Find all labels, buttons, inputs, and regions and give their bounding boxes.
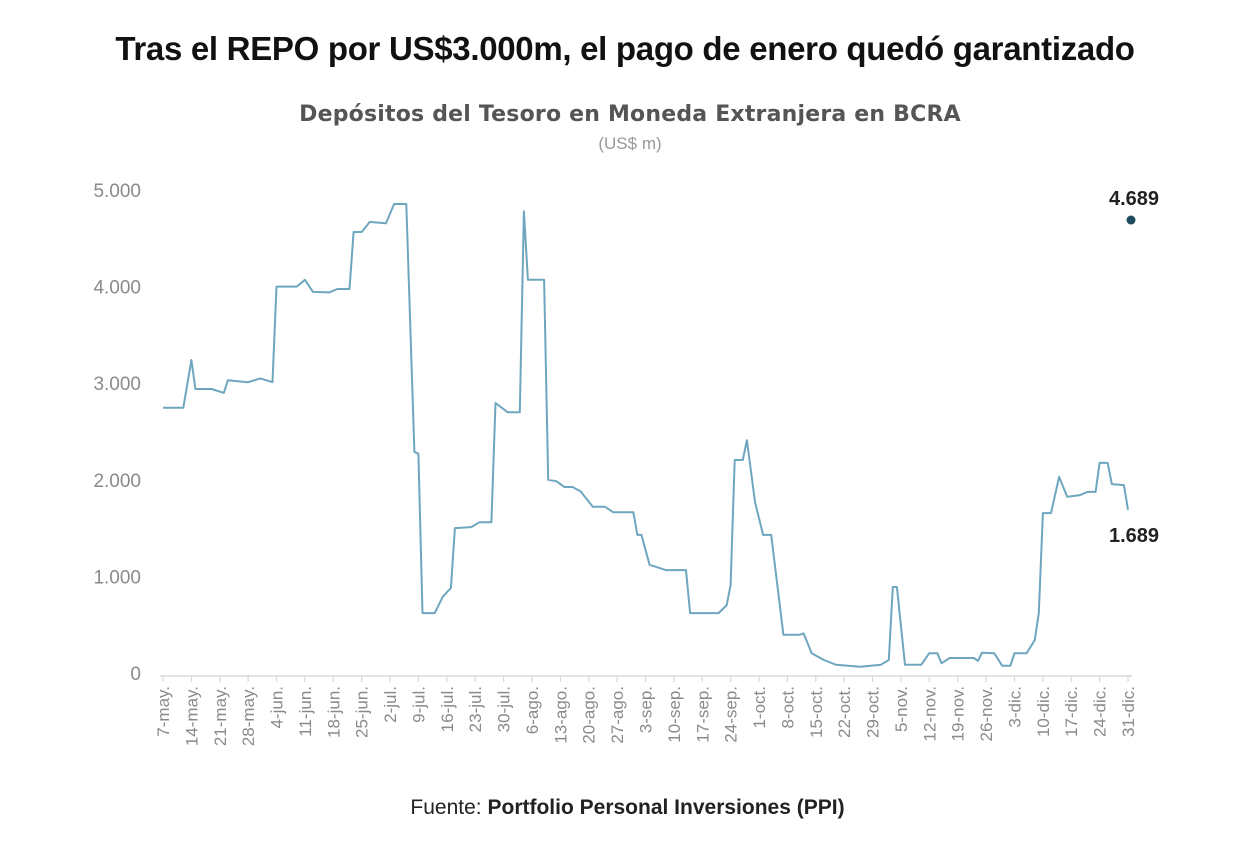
x-tick-label: 14-may. [182,686,201,746]
x-tick-label: 10-dic. [1034,686,1053,737]
x-tick-label: 2-jul. [381,686,400,723]
x-tick-label: 17-dic. [1062,686,1081,737]
x-tick-label: 3-dic. [1005,686,1024,728]
chart-subtitle: (US$ m) [598,134,662,153]
data-point [1126,215,1136,225]
x-tick-label: 6-ago. [523,686,542,734]
x-tick-label: 24-sep. [722,686,741,743]
x-tick-label: 9-jul. [409,686,428,723]
x-tick-label: 19-nov. [949,686,968,741]
source-prefix: Fuente: [410,796,488,819]
x-tick-label: 26-nov. [977,686,996,741]
source-name: Portfolio Personal Inversiones (PPI) [487,796,845,819]
y-tick-label: 1.000 [93,567,141,588]
x-tick-label: 16-jul. [438,686,457,732]
y-tick-label: 5.000 [93,181,141,202]
headline: Tras el REPO por US$3.000m, el pago de e… [115,30,1135,67]
x-tick-label: 28-may. [239,686,258,746]
source-note: Fuente: Portfolio Personal Inversiones (… [0,796,1250,820]
x-tick-label: 25-jun. [353,686,372,738]
x-tick-label: 23-jul. [466,686,485,732]
x-tick-label: 1-oct. [750,686,769,729]
series-line [163,203,1129,668]
y-tick-label: 3.000 [93,374,141,395]
x-tick-label: 3-sep. [637,686,656,733]
x-tick-label: 27-ago. [608,686,627,744]
y-tick-label: 2.000 [93,471,141,492]
data-label: 1.689 [1109,525,1159,547]
x-tick-label: 20-ago. [580,686,599,744]
chart-title: Depósitos del Tesoro en Moneda Extranjer… [299,102,961,127]
x-tick-label: 31-dic. [1119,686,1138,737]
x-tick-label: 7-may. [154,686,173,737]
x-tick-label: 13-ago. [551,686,570,744]
x-tick-label: 18-jun. [324,686,343,738]
x-tick-label: 22-oct. [835,686,854,738]
y-tick-label: 0 [130,664,141,685]
x-tick-label: 30-jul. [495,686,514,732]
x-tick-label: 21-may. [211,686,230,746]
x-tick-label: 17-sep. [693,686,712,743]
data-label: 4.689 [1109,188,1159,210]
x-tick-label: 8-oct. [778,686,797,729]
x-tick-label: 11-jun. [296,686,315,737]
x-tick-label: 4-jun. [268,686,287,729]
x-tick-label: 10-sep. [665,686,684,743]
y-tick-label: 4.000 [93,278,141,299]
x-tick-label: 24-dic. [1091,686,1110,737]
x-tick-label: 15-oct. [807,686,826,738]
x-tick-label: 12-nov. [920,686,939,741]
x-tick-label: 5-nov. [892,686,911,732]
x-tick-label: 29-oct. [864,686,883,738]
